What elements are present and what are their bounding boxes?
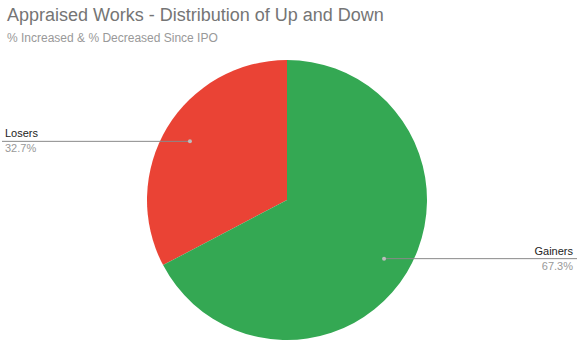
- html-text:Appraised Works - Distribution: Appraised Works - Distribution of Up and…: [7, 5, 384, 25]
- svg-text:Losers: Losers: [8, 127, 39, 139]
- svg-text:Gainers: Gainers: [534, 245, 571, 257]
- svg-text:32.7%: 32.7%: [8, 142, 36, 154]
- html-text:% Increased & % Decreased Sinc: % Increased & % Decreased Since IPO: [7, 31, 218, 45]
- svg-text:67.3%: 67.3%: [542, 260, 571, 272]
